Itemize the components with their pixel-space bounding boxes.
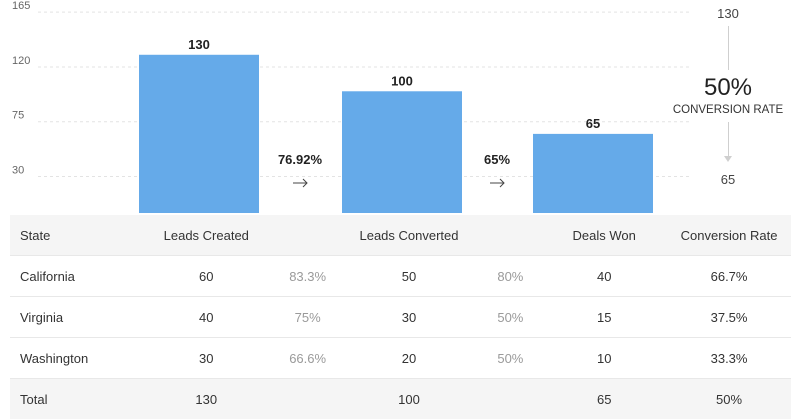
cell-leads-converted: 30 — [338, 296, 480, 338]
cell-deals-won: 15 — [541, 296, 668, 338]
right-arrow-icon — [293, 178, 308, 188]
table-header-row: State Leads Created Leads Converted Deal… — [10, 215, 791, 256]
total-pct-2 — [479, 378, 542, 419]
cell-state: Virginia — [10, 296, 136, 338]
cell-state: California — [10, 255, 136, 297]
cell-deals-won: 10 — [541, 337, 668, 379]
cell-leads-converted: 50 — [338, 255, 480, 297]
bar-value-label: 100 — [391, 73, 413, 88]
cell-leads-created: 40 — [135, 296, 277, 338]
summary-line-top — [728, 26, 729, 70]
cell-leads-created: 30 — [135, 337, 277, 379]
total-deals-won: 65 — [541, 378, 668, 419]
summary-down-arrow-icon — [724, 156, 732, 162]
cell-state: Washington — [10, 337, 136, 379]
y-tick-label: 30 — [12, 164, 24, 176]
header-pct-1 — [276, 215, 339, 256]
header-deals-won: Deals Won — [541, 215, 668, 256]
table-row: Virginia 40 75% 30 50% 15 37.5% — [10, 296, 791, 338]
bar-value-label: 65 — [586, 116, 600, 131]
right-arrow-icon — [490, 178, 505, 188]
total-label: Total — [10, 378, 136, 419]
step-conversion-label: 65% — [484, 152, 510, 167]
header-leads-converted: Leads Converted — [338, 215, 480, 256]
table-row: California 60 83.3% 50 80% 40 66.7% — [10, 255, 791, 297]
cell-pct-created-converted: 66.6% — [276, 337, 339, 379]
header-conversion-rate: Conversion Rate — [667, 215, 791, 256]
summary-top-value: 130 — [717, 6, 739, 21]
cell-leads-converted: 20 — [338, 337, 480, 379]
total-pct-1 — [276, 378, 339, 419]
step-conversion-label: 76.92% — [278, 152, 323, 167]
header-pct-2 — [479, 215, 542, 256]
table-total-row: Total 130 100 65 50% — [10, 378, 791, 419]
cell-leads-created: 60 — [135, 255, 277, 297]
funnel-bar-chart: 30 75 120 165 130 100 65 76.92% 65% — [12, 0, 690, 214]
bar — [139, 54, 259, 214]
summary-bottom-value: 65 — [720, 172, 736, 187]
y-tick-label: 120 — [12, 55, 30, 67]
table-row: Washington 30 66.6% 20 50% 10 33.3% — [10, 337, 791, 379]
cell-conversion-rate: 66.7% — [667, 255, 791, 297]
bar-value-label: 130 — [188, 37, 210, 52]
cell-conversion-rate: 37.5% — [667, 296, 791, 338]
summary-conversion-rate: 50% — [703, 74, 753, 101]
cell-deals-won: 40 — [541, 255, 668, 297]
cell-conversion-rate: 33.3% — [667, 337, 791, 379]
y-tick-label: 75 — [12, 110, 24, 122]
summary-line-bottom — [728, 122, 729, 158]
cell-pct-created-converted: 75% — [276, 296, 339, 338]
cell-pct-converted-won: 50% — [479, 296, 542, 338]
header-leads-created: Leads Created — [135, 215, 277, 256]
bar — [533, 133, 653, 213]
total-conversion-rate: 50% — [667, 378, 791, 419]
total-leads-converted: 100 — [338, 378, 480, 419]
cell-pct-converted-won: 50% — [479, 337, 542, 379]
cell-pct-created-converted: 83.3% — [276, 255, 339, 297]
cell-pct-converted-won: 80% — [479, 255, 542, 297]
conversion-table: State Leads Created Leads Converted Deal… — [10, 215, 791, 419]
bar — [342, 91, 462, 213]
summary-caption: CONVERSION RATE — [672, 104, 784, 116]
y-tick-label: 165 — [12, 0, 30, 12]
header-state: State — [10, 215, 136, 256]
total-leads-created: 130 — [135, 378, 277, 419]
